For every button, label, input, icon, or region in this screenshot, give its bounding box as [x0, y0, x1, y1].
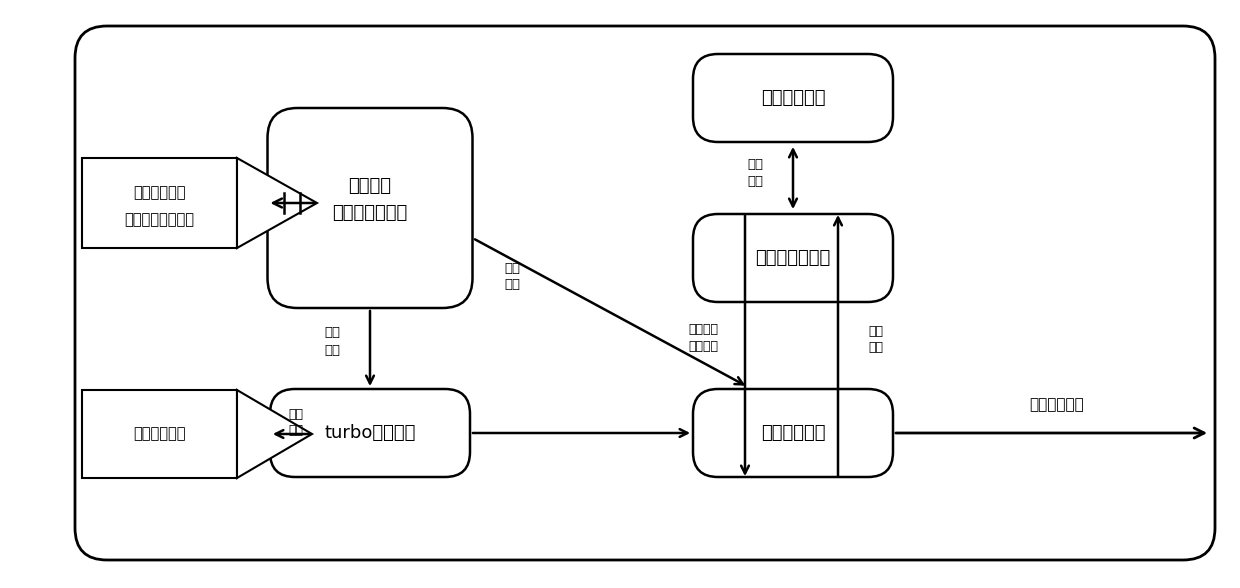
Text: 第二控制状态机: 第二控制状态机 — [755, 249, 831, 267]
Polygon shape — [237, 390, 312, 478]
Text: 高倍时钟输入: 高倍时钟输入 — [133, 426, 186, 442]
FancyBboxPatch shape — [693, 54, 893, 142]
Text: 与参数选择单元: 与参数选择单元 — [332, 204, 408, 222]
Text: 信号: 信号 — [324, 326, 340, 339]
Text: 分块标志脉冲输入: 分块标志脉冲输入 — [124, 212, 195, 227]
FancyBboxPatch shape — [693, 389, 893, 477]
Text: 驱动: 驱动 — [289, 425, 304, 437]
Text: 选择: 选择 — [505, 278, 521, 291]
Text: 信号有效: 信号有效 — [688, 323, 718, 336]
FancyBboxPatch shape — [82, 158, 237, 248]
Text: 输入: 输入 — [324, 344, 340, 357]
Text: turbo编码单元: turbo编码单元 — [325, 424, 415, 442]
Text: 使能间隙: 使能间隙 — [688, 340, 718, 353]
Text: 添加扰码单元: 添加扰码单元 — [761, 89, 826, 107]
FancyBboxPatch shape — [74, 26, 1215, 560]
Text: 编码打孔单元: 编码打孔单元 — [761, 424, 826, 442]
Text: 扰码: 扰码 — [868, 325, 884, 338]
FancyBboxPatch shape — [268, 108, 472, 308]
Polygon shape — [237, 158, 317, 248]
Text: 状态: 状态 — [746, 158, 763, 171]
Text: 控制: 控制 — [746, 175, 763, 188]
Text: 数字信号输出: 数字信号输出 — [1029, 397, 1084, 413]
Text: 添加: 添加 — [868, 341, 884, 354]
FancyBboxPatch shape — [82, 390, 237, 478]
FancyBboxPatch shape — [270, 389, 470, 477]
Text: 分块判断: 分块判断 — [348, 177, 392, 195]
Text: 上一级信号与: 上一级信号与 — [133, 185, 186, 200]
FancyBboxPatch shape — [693, 214, 893, 302]
Text: 时钟: 时钟 — [289, 407, 304, 420]
Text: 码率: 码率 — [505, 262, 521, 275]
